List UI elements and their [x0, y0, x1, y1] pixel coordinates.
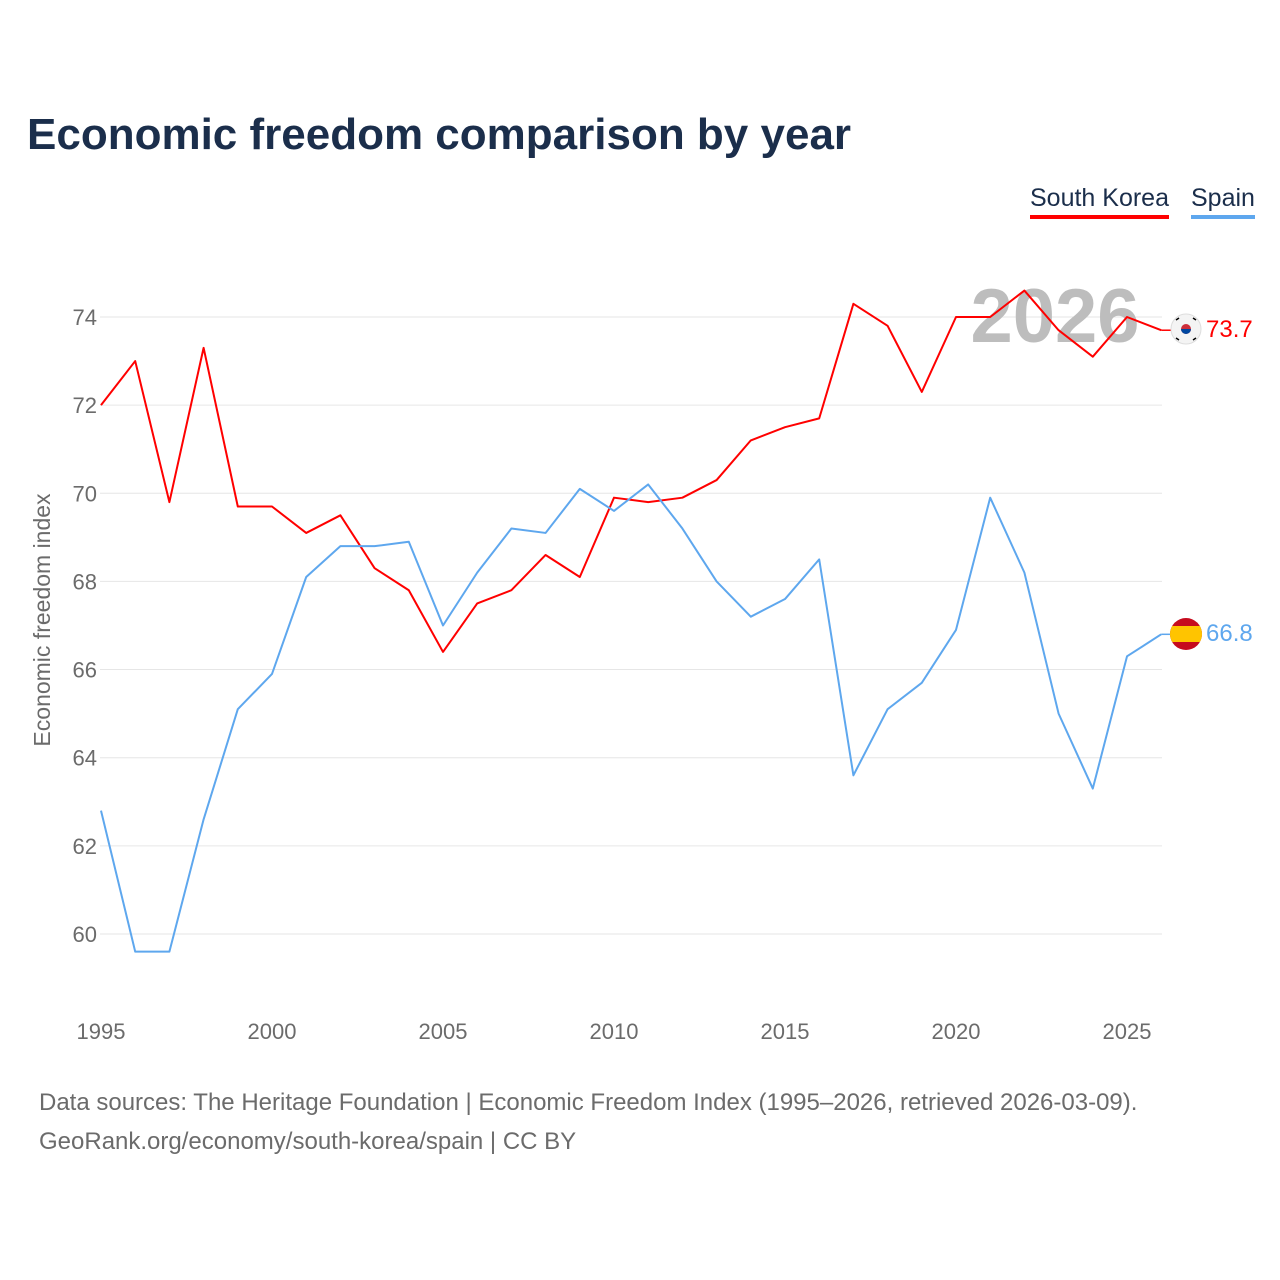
y-tick-label: 70: [73, 481, 97, 506]
chart-title: Economic freedom comparison by year: [27, 110, 852, 159]
x-tick-label: 2005: [419, 1019, 468, 1044]
series-line-spain: [100, 483, 1162, 953]
flag-spain-icon: [1170, 618, 1202, 650]
legend-south-korea[interactable]: South Korea: [1030, 184, 1169, 219]
x-tick-label: 1995: [77, 1019, 126, 1044]
footer-sources: Data sources: The Heritage Foundation | …: [39, 1089, 1138, 1116]
legend-spain[interactable]: Spain: [1191, 184, 1255, 219]
y-tick-label: 64: [73, 746, 97, 771]
x-tick-label: 2015: [761, 1019, 810, 1044]
end-label-south-korea: 73.7: [1206, 316, 1253, 343]
y-tick-label: 62: [73, 834, 97, 859]
end-label-spain: 66.8: [1206, 620, 1253, 647]
series-line-south-korea: [100, 289, 1162, 653]
year-watermark: 2026: [970, 274, 1139, 359]
x-tick-label: 2020: [932, 1019, 981, 1044]
y-axis-label: Economic freedom index: [29, 493, 55, 747]
x-tick-label: 2010: [590, 1019, 639, 1044]
x-tick-label: 2025: [1103, 1019, 1152, 1044]
x-tick-label: 2000: [248, 1019, 297, 1044]
y-tick-label: 72: [73, 393, 97, 418]
y-tick-label: 74: [73, 305, 97, 330]
flag-south-korea-icon: [1170, 313, 1202, 345]
y-tick-label: 68: [73, 569, 97, 594]
y-tick-label: 66: [73, 658, 97, 683]
footer-link[interactable]: GeoRank.org/economy/south-korea/spain | …: [39, 1128, 577, 1155]
y-tick-label: 60: [73, 922, 97, 947]
